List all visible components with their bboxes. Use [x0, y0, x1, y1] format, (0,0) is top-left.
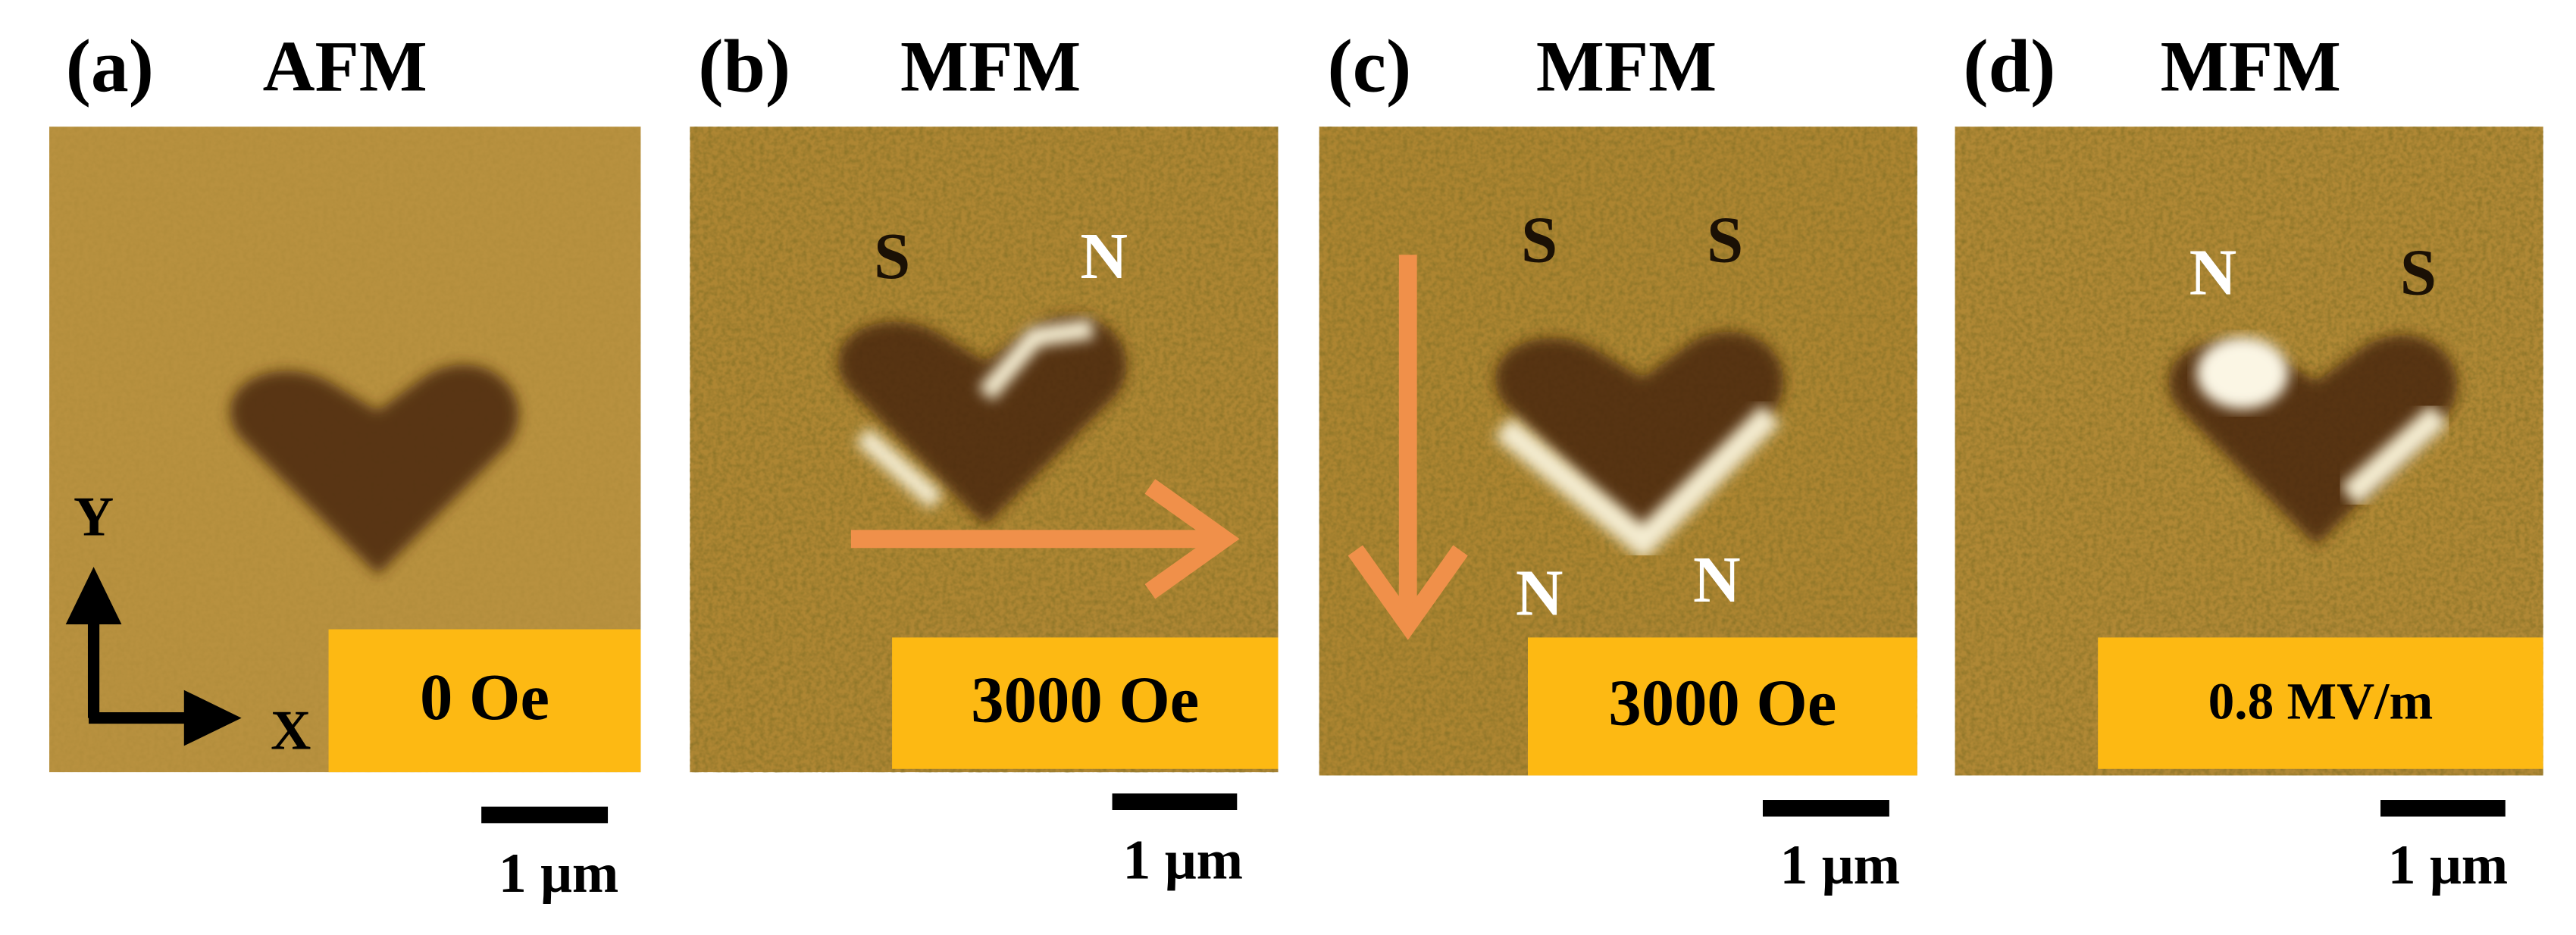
field-label: 0.8 MV/m — [2208, 672, 2434, 730]
pole-label: N — [1080, 220, 1128, 292]
bright-edge — [2340, 404, 2449, 506]
pole-label: S — [1707, 203, 1743, 276]
bright-spot — [2196, 336, 2289, 410]
scale-label: 1 μm — [1123, 829, 1243, 891]
field-box — [892, 637, 1279, 769]
panel-title: MFM — [900, 27, 1081, 107]
field-arrowhead — [1144, 479, 1240, 599]
x-axis-label: X — [271, 699, 311, 761]
panel: N S 0.8 MV/m (d) MFM 1 μm — [1955, 24, 2543, 896]
y-axis-label: Y — [74, 486, 114, 548]
panel: 0 Oe (a) AFM 1 μm — [49, 24, 641, 904]
pole-label: N — [1516, 556, 1563, 629]
panel-label: (b) — [698, 24, 790, 108]
panel-label: (c) — [1328, 24, 1412, 108]
x-arrowhead — [183, 690, 242, 746]
panel-title: MFM — [2161, 27, 2341, 107]
panel: S S N N 3000 Oe (c) MFM 1 μm — [1319, 24, 1917, 896]
bright-edge — [856, 318, 1094, 509]
field-label: 3000 Oe — [971, 663, 1199, 736]
field-box — [2098, 637, 2543, 769]
field-label: 0 Oe — [420, 661, 549, 733]
field-box — [1527, 637, 1917, 776]
scale-label: 1 μm — [499, 842, 618, 904]
scale-label: 1 μm — [2388, 833, 2508, 896]
panel: S N 3000 Oe (b) MFM 1 μm — [690, 24, 1279, 891]
scale-label: 1 μm — [1780, 833, 1900, 896]
pole-label: S — [1521, 203, 1557, 276]
panel-label: (d) — [1963, 24, 2055, 108]
panel-title: AFM — [263, 27, 427, 107]
pole-label: N — [1693, 543, 1741, 616]
pole-label: S — [2400, 236, 2437, 309]
field-box — [328, 629, 641, 773]
panel-label: (a) — [66, 24, 154, 108]
y-arrowhead — [65, 567, 122, 625]
bright-edge — [1495, 405, 1781, 561]
pole-label: S — [874, 220, 910, 292]
panel-title: MFM — [1536, 27, 1717, 107]
field-arrowhead — [1347, 545, 1468, 640]
pole-label: N — [2189, 236, 2237, 309]
axes-indicator: YX — [65, 486, 311, 761]
field-label: 3000 Oe — [1608, 667, 1836, 740]
